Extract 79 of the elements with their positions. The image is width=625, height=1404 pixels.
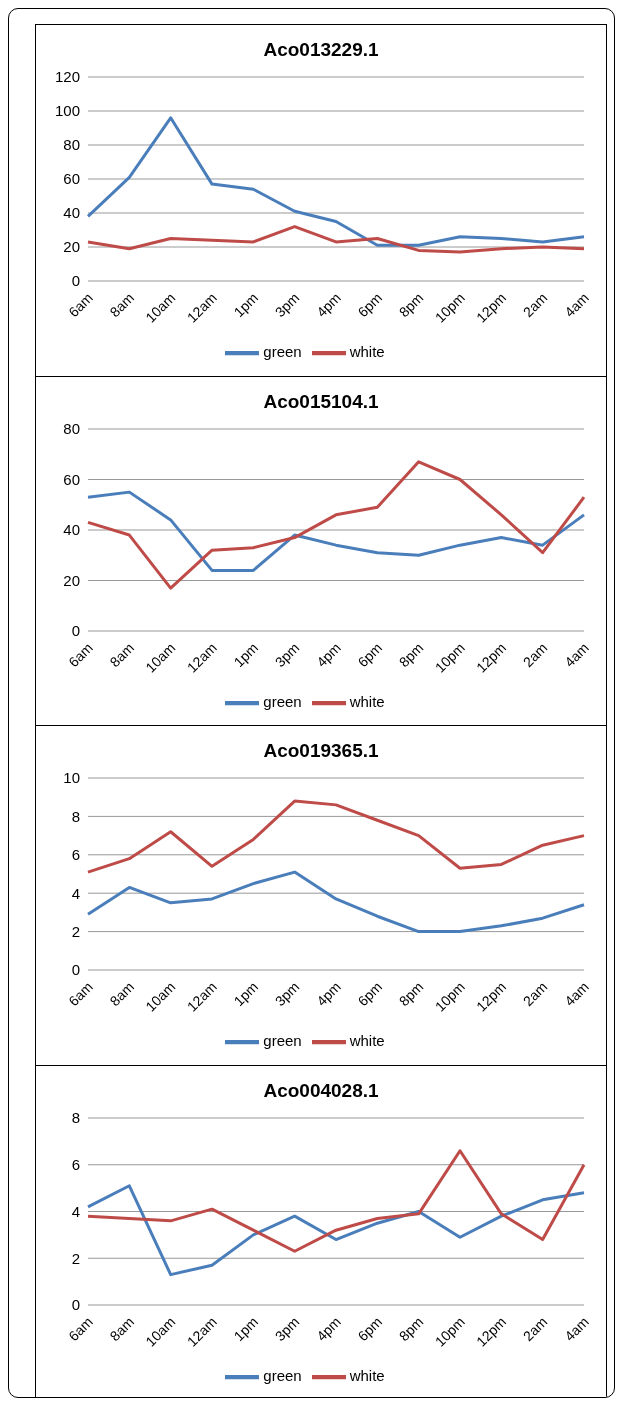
x-tick-label: 4pm [313,289,344,321]
x-tick-label: 8pm [395,638,427,670]
x-tick-label: 8am [106,1312,138,1344]
x-tick-label: 1pm [230,978,262,1010]
y-tick-label: 40 [63,204,80,222]
line-series [86,459,586,590]
y-tick-label: 4 [71,1202,80,1220]
line-series [86,490,586,572]
y-tick-label: 60 [63,470,80,488]
y-tick-label: 80 [63,419,80,437]
chart-title: Aco004028.1 [262,1078,380,1103]
x-tick-label: 2am [519,638,551,670]
x-tick-label: 8pm [395,1312,427,1344]
y-tick-label: 100 [54,102,80,120]
legend-label: green [263,1366,302,1384]
line-series [86,1183,586,1276]
x-tick-label: 8pm [395,978,427,1010]
x-tick-label: 1pm [230,289,262,321]
chart-title: Aco019365.1 [262,739,380,763]
y-tick-label: 8 [71,807,80,825]
y-tick-label: 4 [71,884,80,902]
x-tick-label: 8pm [395,289,427,321]
y-tick-label: 0 [71,272,80,290]
legend-label: white [349,342,385,360]
x-tick-label: 2am [519,289,551,321]
x-tick-label: 4am [561,1312,592,1344]
x-tick-label: 3pm [271,978,303,1010]
y-tick-label: 10 [63,769,80,787]
line-series [86,225,586,254]
y-tick-label: 20 [63,238,80,256]
x-tick-label: 4pm [313,978,344,1010]
y-tick-label: 20 [63,571,80,589]
x-tick-label: 2am [519,1312,551,1344]
y-tick-label: 2 [71,1249,80,1267]
x-tick-label: 3pm [271,638,303,670]
y-tick-label: 6 [71,846,80,864]
x-tick-label: 8am [106,978,138,1010]
x-tick-label: 3pm [271,289,303,321]
x-tick-label: 4am [561,289,592,321]
x-tick-label: 1pm [230,638,262,670]
y-tick-label: 40 [63,520,80,538]
x-tick-label: 8am [106,289,138,321]
y-tick-label: 2 [71,922,80,940]
line-series [86,116,586,247]
x-tick-label: 6am [65,289,96,321]
x-tick-label: 6am [65,978,96,1010]
x-tick-label: 6pm [354,978,386,1010]
x-tick-label: 4pm [313,1312,344,1344]
y-tick-label: 60 [63,170,80,188]
x-tick-label: 6pm [354,289,386,321]
legend-label: white [349,1031,385,1049]
y-tick-label: 80 [63,136,80,154]
legend-label: green [263,342,302,360]
legend-label: white [349,1366,385,1384]
x-tick-label: 8am [106,638,138,670]
x-tick-label: 1pm [230,1312,262,1344]
legend-label: green [263,1031,302,1049]
chart-title: Aco013229.1 [262,38,380,62]
x-tick-label: 6pm [354,1312,386,1344]
legend-label: white [349,692,385,710]
x-tick-label: 2am [519,978,551,1010]
y-tick-label: 6 [71,1155,80,1173]
y-tick-label: 0 [71,1295,80,1313]
x-tick-label: 6am [65,638,96,670]
y-tick-label: 0 [71,621,80,639]
y-tick-label: 8 [71,1108,80,1126]
x-tick-label: 3pm [271,1312,303,1344]
x-tick-label: 6am [65,1312,96,1344]
x-tick-label: 4am [561,638,592,670]
y-tick-label: 120 [54,68,80,86]
line-series [86,1148,586,1253]
legend-label: green [263,692,302,710]
line-series [86,799,586,874]
chart-title: Aco015104.1 [262,389,380,414]
x-tick-label: 6pm [354,638,386,670]
line-series [86,870,586,934]
y-tick-label: 0 [71,961,80,979]
x-tick-label: 4pm [313,638,344,670]
x-tick-label: 4am [561,978,592,1010]
